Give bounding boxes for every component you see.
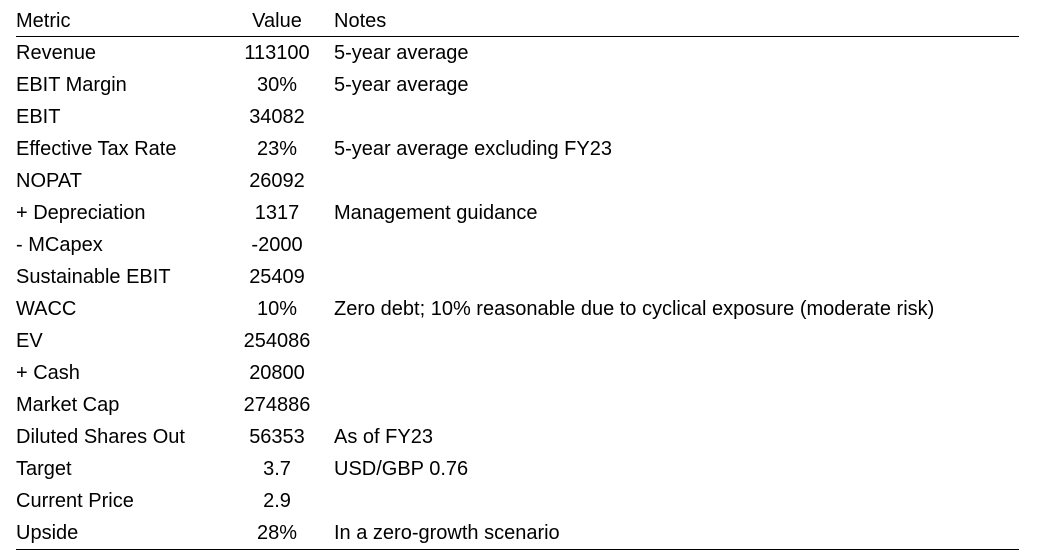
header-row: Metric Value Notes bbox=[16, 6, 1019, 37]
metric-cell: WACC bbox=[16, 297, 77, 320]
value-cell: 20800 bbox=[249, 361, 305, 384]
metric-cell: Effective Tax Rate bbox=[16, 137, 177, 160]
metric-cell: Revenue bbox=[16, 41, 97, 64]
table-row: Effective Tax Rate 23% 5-year average excl… bbox=[16, 133, 1019, 165]
metric-cell: - MCapex bbox=[16, 233, 103, 256]
notes-cell bbox=[334, 165, 1019, 197]
table-row: Target 3.7 USD/GBP 0.76 bbox=[16, 453, 1019, 485]
notes-cell bbox=[334, 389, 1019, 421]
table-row: - MCapex -2000 bbox=[16, 229, 1019, 261]
value-cell: 113100 bbox=[244, 41, 310, 64]
metric-cell: NOPAT bbox=[16, 169, 82, 192]
metric-cell: + Depreciation bbox=[16, 201, 146, 224]
value-cell: 2.9 bbox=[263, 489, 291, 512]
table-row: Diluted Shares Out 56353 As of FY23 bbox=[16, 421, 1019, 453]
table-row: WACC 10% Zero debt; 10% reasonable due to … bbox=[16, 293, 1019, 325]
value-cell: 1317 bbox=[254, 201, 300, 224]
metric-cell: EV bbox=[16, 329, 43, 352]
notes-cell bbox=[334, 261, 1019, 293]
metric-cell: Current Price bbox=[16, 489, 134, 512]
value-cell: 274886 bbox=[243, 393, 311, 416]
metric-cell: EBIT bbox=[16, 105, 61, 128]
notes-column-header: Notes bbox=[334, 6, 1019, 37]
value-column-header: Value bbox=[220, 6, 334, 37]
value-cell: 56353 bbox=[249, 425, 305, 448]
metric-cell: Diluted Shares Out bbox=[16, 425, 185, 448]
notes-cell bbox=[334, 325, 1019, 357]
value-cell: -2000 bbox=[251, 233, 303, 256]
value-cell: 34082 bbox=[249, 105, 305, 128]
value-cell: 30% bbox=[256, 73, 298, 96]
valuation-table: Metric Value Notes Revenue 113100 5-year a… bbox=[16, 6, 1019, 550]
value-cell: 23% bbox=[256, 137, 298, 160]
table-row: Current Price 2.9 bbox=[16, 485, 1019, 517]
table-row: Upside 28% In a zero-growth scenario bbox=[16, 517, 1019, 550]
notes-cell: As of FY23 bbox=[334, 425, 433, 448]
metric-column-header: Metric bbox=[16, 6, 220, 37]
table-row: EBIT 34082 bbox=[16, 101, 1019, 133]
value-cell: 254086 bbox=[243, 329, 311, 352]
value-cell: 26092 bbox=[249, 169, 305, 192]
value-cell: 25409 bbox=[249, 265, 305, 288]
table-row: Market Cap 274886 bbox=[16, 389, 1019, 421]
notes-cell: 5-year average excluding FY23 bbox=[334, 137, 612, 160]
table-row: + Cash 20800 bbox=[16, 357, 1019, 389]
metric-cell: Upside bbox=[16, 517, 220, 550]
metric-cell: Sustainable EBIT bbox=[16, 265, 171, 288]
metric-cell: + Cash bbox=[16, 361, 80, 384]
value-cell: 28% bbox=[220, 517, 334, 550]
value-cell: 10% bbox=[256, 297, 298, 320]
notes-cell bbox=[334, 229, 1019, 261]
value-cell: 3.7 bbox=[263, 457, 291, 480]
notes-cell bbox=[334, 357, 1019, 389]
table-row: EV 254086 bbox=[16, 325, 1019, 357]
table-body: Revenue 113100 5-year average EBIT Margin 30… bbox=[16, 37, 1019, 550]
notes-cell: In a zero-growth scenario bbox=[334, 517, 1019, 550]
table-row: NOPAT 26092 bbox=[16, 165, 1019, 197]
metric-cell: EBIT Margin bbox=[16, 73, 127, 96]
notes-cell bbox=[334, 485, 1019, 517]
notes-cell: Zero debt; 10% reasonable due to cyclica… bbox=[334, 297, 935, 320]
table-header: Metric Value Notes bbox=[16, 6, 1019, 37]
metric-cell: Market Cap bbox=[16, 393, 120, 416]
notes-cell: 5-year average bbox=[334, 41, 469, 64]
notes-cell bbox=[334, 101, 1019, 133]
table-row: + Depreciation 1317 Management guidance bbox=[16, 197, 1019, 229]
table-row: Sustainable EBIT 25409 bbox=[16, 261, 1019, 293]
notes-cell: 5-year average bbox=[334, 73, 469, 96]
notes-cell: USD/GBP 0.76 bbox=[334, 457, 469, 480]
table-row: EBIT Margin 30% 5-year average bbox=[16, 69, 1019, 101]
metric-cell: Target bbox=[16, 457, 72, 480]
notes-cell: Management guidance bbox=[334, 201, 538, 224]
table-row: Revenue 113100 5-year average bbox=[16, 37, 1019, 70]
